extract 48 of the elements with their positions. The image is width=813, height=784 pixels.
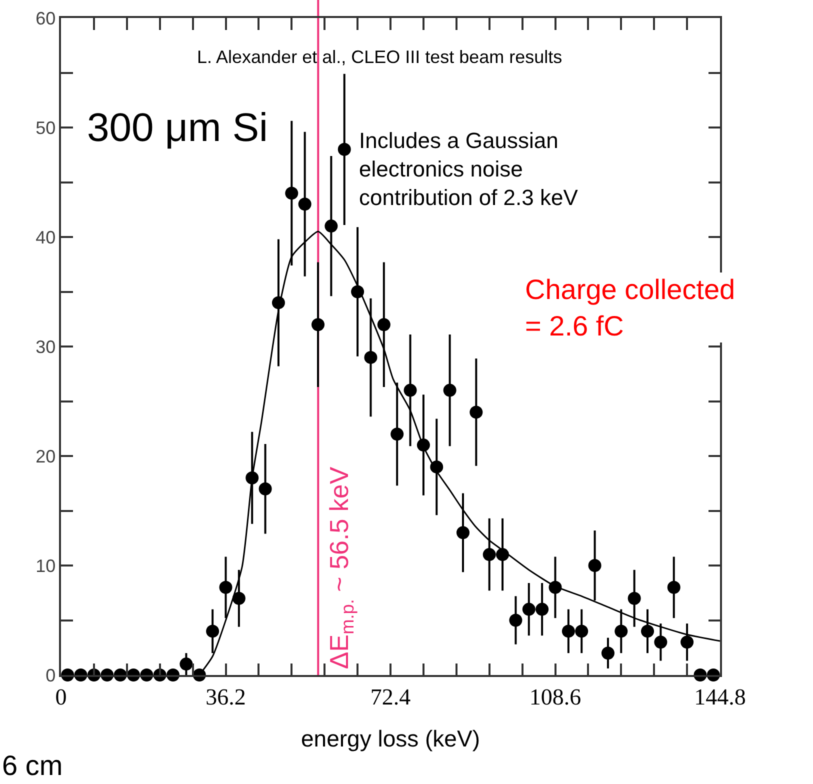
point xyxy=(522,602,536,616)
point xyxy=(536,602,549,616)
point xyxy=(377,318,390,332)
point xyxy=(338,142,351,156)
y-tick-label: 50 xyxy=(36,118,56,138)
x-tick-label: 72.4 xyxy=(370,684,412,710)
point xyxy=(180,658,193,671)
point xyxy=(575,624,588,638)
x-tick-label: 108.6 xyxy=(529,684,582,710)
point xyxy=(324,220,338,233)
point xyxy=(390,428,404,441)
point xyxy=(641,624,654,638)
point xyxy=(667,580,680,594)
y-tick-label: 0 xyxy=(46,665,56,686)
point xyxy=(258,482,272,496)
point xyxy=(562,624,575,638)
y-tick-label: 10 xyxy=(36,556,56,576)
point xyxy=(312,318,325,332)
point xyxy=(680,636,694,649)
point xyxy=(364,350,378,364)
point xyxy=(206,624,220,638)
point xyxy=(654,636,668,649)
y-tick-label: 30 xyxy=(36,336,56,357)
annotation: Charge collected = 2.6 fC xyxy=(525,274,736,342)
point xyxy=(456,526,470,540)
point xyxy=(614,624,628,638)
point xyxy=(404,384,417,397)
point xyxy=(601,646,614,660)
x-tick-label: 144.8 xyxy=(694,684,746,710)
point xyxy=(232,592,246,605)
point xyxy=(443,384,456,397)
annotation: Includes a Gaussian electronics noise contribution of 2.3 keV xyxy=(359,128,578,210)
y-tick-label: 40 xyxy=(36,227,56,248)
x-tick-label: 36.2 xyxy=(206,684,246,710)
annotation: L. Alexander et al., CLEO III test beam results xyxy=(197,47,562,67)
point xyxy=(588,559,602,572)
y-tick-label: 60 xyxy=(36,8,56,28)
point xyxy=(219,580,232,594)
point xyxy=(285,186,298,200)
annotation: 300 μm Si xyxy=(87,106,268,150)
point xyxy=(482,548,496,562)
point xyxy=(298,198,312,211)
text: 6 cm xyxy=(2,750,63,781)
y-tick-label: 20 xyxy=(36,446,56,466)
point xyxy=(628,592,641,605)
x-axis-title: energy loss (keV) xyxy=(301,725,480,752)
point xyxy=(470,406,483,419)
point xyxy=(509,614,522,627)
